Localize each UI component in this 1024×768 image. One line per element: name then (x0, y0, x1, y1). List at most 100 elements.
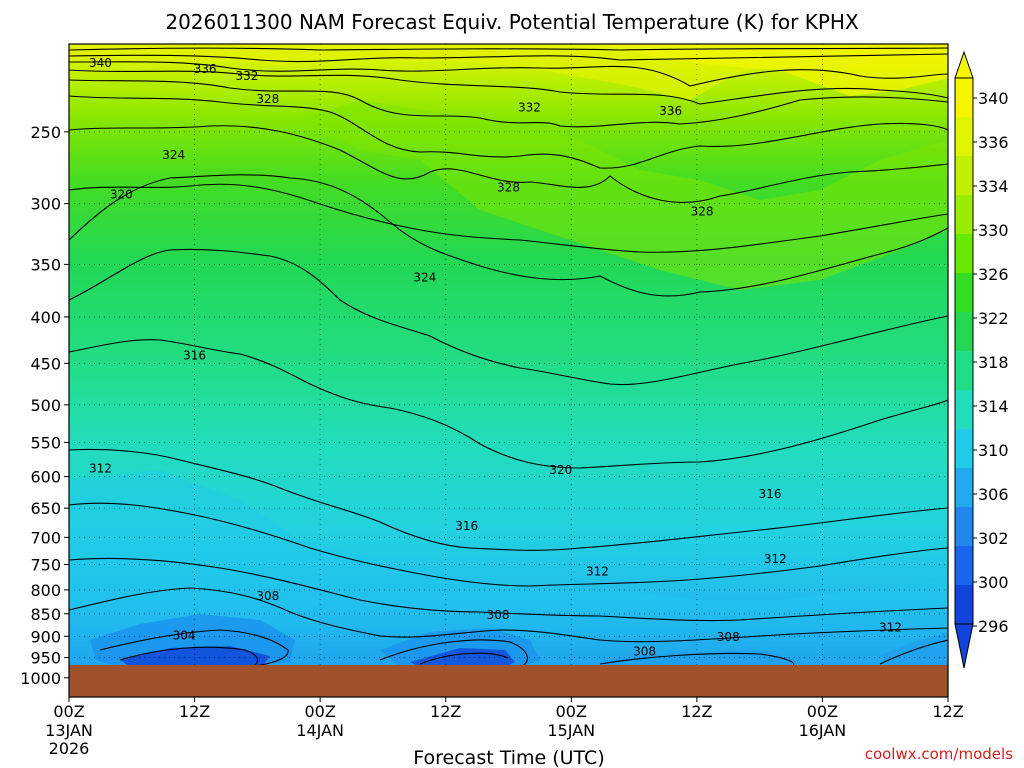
contour-line (599, 652, 795, 668)
contour-label: 320 (110, 187, 133, 201)
colorbar-segment (955, 156, 973, 196)
contour-label: 332 (235, 69, 258, 83)
contour-lines (69, 47, 948, 668)
contour-label: 340 (89, 56, 112, 70)
contour-label: 316 (183, 348, 206, 362)
mid-green-trough (300, 100, 948, 290)
contour-line (69, 557, 948, 622)
y-tick-label: 650 (30, 499, 61, 518)
contour-label: 328 (497, 181, 520, 195)
lower-cyan-band (69, 470, 948, 667)
x-tick-date: 13JAN (45, 721, 93, 740)
plot-area: 340 336 332 328 332 336 324 328 328 320 324 316 320 3… (68, 43, 949, 698)
colorbar-segment (955, 468, 973, 508)
colorbar-segment (955, 546, 973, 586)
colorbar-segment (955, 429, 973, 469)
contour-line (69, 47, 948, 51)
y-tick-label: 450 (30, 354, 61, 373)
plot-frame (68, 43, 949, 698)
upper-yellow-right (600, 44, 948, 96)
y-tick-label: 250 (30, 123, 61, 142)
y-tick-label: 800 (30, 581, 61, 600)
x-tick-label: 00Z (807, 702, 838, 721)
colorbar-label: 314 (978, 397, 1009, 416)
ground-terrain (69, 665, 948, 697)
x-tick-label: 00Z (304, 702, 335, 721)
contour-label: 336 (659, 104, 682, 118)
x-tick-label: 12Z (179, 702, 210, 721)
x-tick-year: 2026 (49, 739, 90, 758)
low-blue-right (600, 650, 800, 667)
colorbar-label: 336 (978, 133, 1009, 152)
y-tick-label: 950 (30, 649, 61, 668)
contour-line (69, 183, 948, 253)
contour-label: 328 (691, 204, 714, 218)
contour-labels: 340 336 332 328 332 336 324 328 328 320 324 316 320 3… (89, 56, 902, 658)
colorbar-segment (955, 234, 973, 274)
contour-label: 332 (518, 101, 541, 115)
y-tick-label: 300 (30, 195, 61, 214)
y-tick-label: 750 (30, 555, 61, 574)
colorbar-label: 310 (978, 441, 1009, 460)
contour-label: 316 (759, 487, 782, 501)
y-tick-label: 900 (30, 627, 61, 646)
colorbar-label: 302 (978, 529, 1009, 548)
contour-label: 312 (764, 552, 787, 566)
colorbar-segment (955, 585, 973, 625)
colorbar-segment (955, 117, 973, 157)
contour-line (379, 639, 528, 668)
contour-line (69, 502, 948, 587)
colorbar-bottom-arrow (954, 623, 974, 669)
credit-text: coolwx.com/models (865, 745, 1013, 763)
colorbar-label: 318 (978, 353, 1009, 372)
contour-label: 308 (487, 608, 510, 622)
contour-label: 308 (256, 589, 279, 603)
y-tick-label: 700 (30, 528, 61, 547)
contour-line (69, 79, 948, 128)
contour-line (119, 646, 259, 668)
colorbar-label: 306 (978, 485, 1009, 504)
y-tick-label: 600 (30, 468, 61, 487)
colorbar-label: 326 (978, 265, 1009, 284)
contour-line (69, 53, 948, 63)
contour-line (69, 448, 948, 551)
y-tick-label: 850 (30, 605, 61, 624)
contour-label: 336 (194, 62, 217, 76)
contour-label: 324 (162, 148, 185, 162)
contour-line (69, 95, 948, 169)
y-tick-label: 550 (30, 433, 61, 452)
y-tick-label: 350 (30, 255, 61, 274)
colorbar-label: 296 (978, 617, 1009, 636)
colorbar-segment (955, 78, 973, 118)
y-tick-label: 500 (30, 396, 61, 415)
contour-line (879, 639, 948, 665)
contour-line (99, 629, 289, 668)
x-tick-label: 12Z (430, 702, 461, 721)
contour-label: 308 (717, 630, 740, 644)
contour-label: 320 (549, 463, 572, 477)
contour-label: 312 (879, 620, 902, 634)
y-tick-label: 1000 (20, 669, 61, 688)
contour-label: 304 (173, 628, 196, 642)
x-tick-label: 12Z (681, 702, 712, 721)
contour-line (69, 61, 948, 87)
x-tick-date: 15JAN (547, 721, 595, 740)
x-tick-date: 16JAN (799, 721, 847, 740)
contour-label: 312 (89, 462, 112, 476)
colorbar-label: 300 (978, 573, 1009, 592)
y-axis: 250 300 350 400 450 500 550 600 650 700 750 800 850 9… (20, 123, 69, 688)
colorbar-segment (955, 312, 973, 352)
contour-line (69, 248, 948, 386)
contour-line (69, 174, 948, 297)
colorbar-segment (955, 195, 973, 235)
x-tick-date: 14JAN (296, 721, 344, 740)
contour-line (69, 69, 948, 105)
colorbar-label: 330 (978, 221, 1009, 240)
colorbar-label: 322 (978, 309, 1009, 328)
colorbar-segment (955, 273, 973, 313)
contour-line (69, 125, 948, 203)
contour-label: 312 (586, 564, 609, 578)
colorbar-segment (955, 507, 973, 547)
